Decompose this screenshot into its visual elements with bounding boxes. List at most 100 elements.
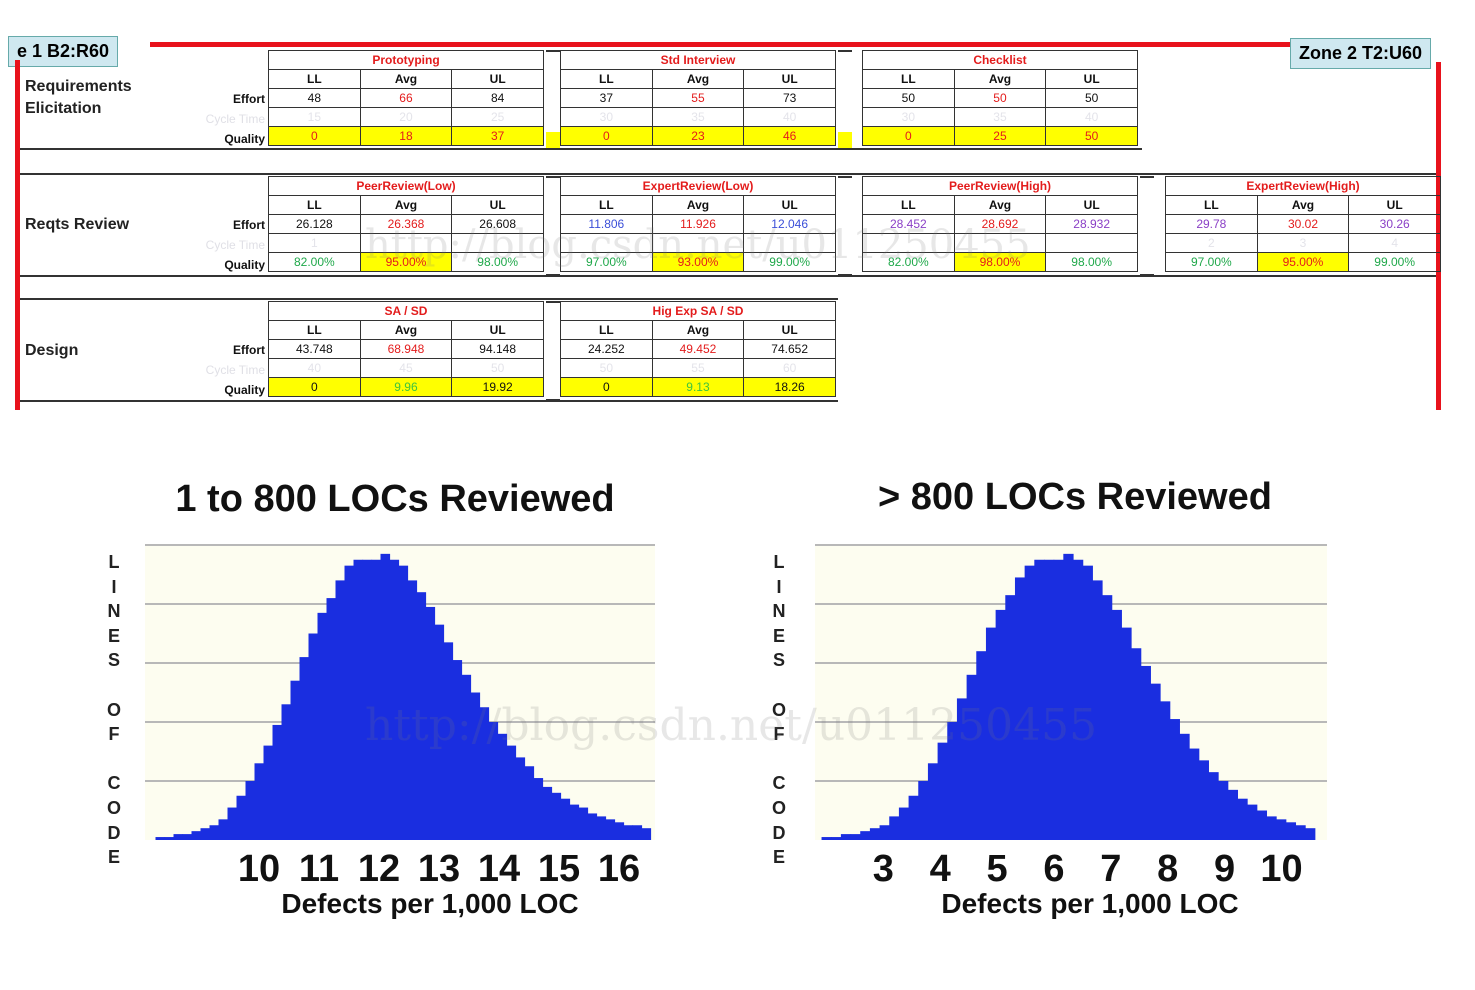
column-head: UL [1045, 195, 1138, 215]
histogram-bar [1285, 822, 1297, 840]
y-label-letter: E [772, 847, 785, 868]
quality-cell: 0 [268, 126, 361, 146]
x-tick-label: 9 [1214, 848, 1236, 890]
histogram-bar [641, 828, 652, 840]
row-label-requirements: Requirements Elicitation [25, 78, 132, 117]
quality-cell: 82.00% [862, 252, 955, 272]
effort-cell: 68.948 [359, 339, 453, 359]
cycle-cell: 4 [1348, 233, 1441, 253]
histogram-bar [1189, 748, 1200, 840]
group-separator [838, 176, 852, 276]
histogram-bar [227, 807, 238, 840]
x-tick-label: 15 [537, 848, 581, 890]
quality-cell: 98.00% [451, 252, 544, 272]
range-callout-right: Zone 2 T2:U60 [1290, 38, 1432, 69]
column-head: LL [560, 320, 653, 340]
quality-cell: 97.00% [560, 252, 653, 272]
cycle-cell: 35 [651, 107, 745, 127]
cycle-cell: 30 [862, 107, 955, 127]
x-tick-label: 5 [986, 848, 1008, 890]
histogram-bar [947, 722, 958, 840]
y-label-letter: F [773, 724, 785, 745]
histogram-left [145, 544, 655, 840]
histogram-bar [362, 559, 373, 840]
histogram-bar [272, 724, 283, 840]
x-axis-label-right: Defects per 1,000 LOC [941, 888, 1239, 919]
sub-label-effort: Effort [233, 92, 265, 106]
quality-cell: 0 [560, 126, 653, 146]
histogram-bar [869, 828, 881, 840]
group-title: SA / SD [268, 301, 544, 321]
histogram-bar [976, 651, 987, 840]
column-head: Avg [651, 195, 745, 215]
histogram-bar [1072, 559, 1084, 840]
y-label-letter: D [107, 822, 121, 843]
histogram-bar [290, 680, 301, 840]
column-head: UL [1045, 69, 1138, 89]
histogram-bar [155, 837, 166, 840]
histogram-bar [263, 745, 274, 840]
histogram-bar [860, 831, 871, 840]
column-head: LL [560, 195, 653, 215]
x-axis-label-left: Defects per 1,000 LOC [281, 888, 579, 919]
y-label-letter: S [107, 650, 120, 671]
x-tick-label: 10 [237, 848, 281, 890]
histogram-bar [850, 834, 861, 840]
histogram-bar [1082, 565, 1093, 840]
zone-border-top [150, 42, 1290, 47]
chart-title-right: > 800 LOCs Reviewed [878, 476, 1272, 518]
group-separator [546, 50, 560, 150]
group-table: Prototyping LL Avg UL 48 66 84 15 20 25 0 18 37 [268, 50, 544, 146]
histogram-bar [879, 825, 890, 840]
histogram-bar [560, 798, 571, 840]
cycle-cell: 50 [560, 358, 653, 378]
x-tick-label: 14 [477, 848, 521, 890]
column-head: UL [1348, 195, 1441, 215]
effort-cell: 26.128 [268, 214, 361, 234]
histogram-bar [1102, 595, 1113, 840]
effort-cell: 30.26 [1348, 214, 1441, 234]
row-label-reqts-review: Reqts Review [25, 216, 130, 233]
sub-label-quality: Quality [224, 383, 265, 397]
quality-cell: 46 [743, 126, 836, 146]
effort-cell: 43.748 [268, 339, 361, 359]
effort-cell: 26.608 [451, 214, 544, 234]
histogram-bar [937, 742, 948, 840]
histogram-bar [918, 781, 929, 840]
sub-label-effort: Effort [233, 218, 265, 232]
histogram-bar [632, 825, 643, 840]
column-head: Avg [651, 69, 745, 89]
histogram-bar [1024, 565, 1035, 840]
quality-cell: 98.00% [1045, 252, 1138, 272]
histogram-bar [1237, 798, 1248, 840]
y-label-letter: L [108, 552, 120, 572]
histogram-bar [551, 792, 562, 840]
y-label-letter: D [772, 822, 786, 843]
histogram-bar [1140, 665, 1151, 840]
x-tick-label: 8 [1157, 848, 1179, 890]
cycle-cell: 25 [451, 107, 544, 127]
histogram-bar [461, 674, 472, 840]
column-head: LL [268, 195, 361, 215]
group-title: Std Interview [560, 50, 836, 70]
histogram-bar [1305, 828, 1316, 840]
row-panel-design [20, 298, 838, 402]
cycle-cell: 15 [268, 107, 361, 127]
histogram-bar [908, 795, 919, 840]
histogram-bar [995, 609, 1006, 840]
effort-cell: 24.252 [560, 339, 653, 359]
histogram-bar [506, 745, 517, 840]
quality-cell: 0 [862, 126, 955, 146]
quality-cell: 37 [451, 126, 544, 146]
histogram-bar [966, 674, 977, 840]
quality-cell: 9.96 [359, 377, 453, 397]
group-table: Hig Exp SA / SD LL Avg UL 24.252 49.452 74.652… [560, 301, 836, 397]
histogram-bar [389, 559, 400, 840]
histogram-bar [191, 831, 202, 840]
effort-cell: 50 [1045, 88, 1138, 108]
y-label-letter: I [111, 576, 117, 597]
histogram-bar [380, 553, 391, 840]
y-label-letter: E [107, 847, 120, 868]
